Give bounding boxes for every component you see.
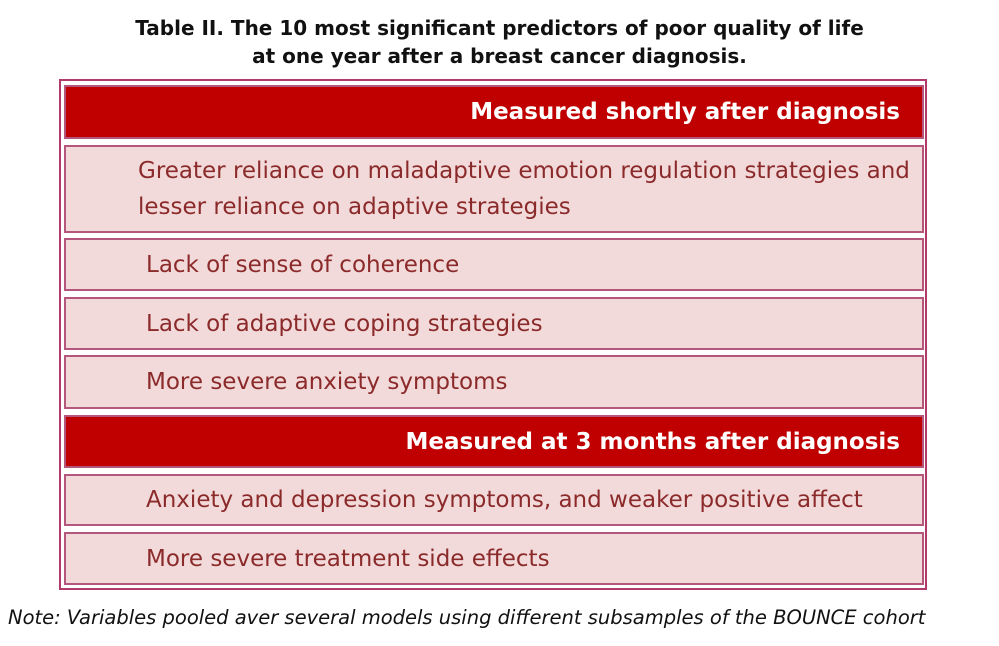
predictor-row-treatment-side-effects: More severe treatment side effects [64, 532, 924, 585]
predictor-label: Lack of sense of coherence [146, 251, 460, 278]
section-header-label: Measured at 3 months after diagnosis [405, 428, 900, 455]
predictor-row-anxiety-depression-affect: Anxiety and depression symptoms, and wea… [64, 474, 924, 526]
predictor-label: Lack of adaptive coping strategies [146, 310, 543, 337]
predictor-label: Anxiety and depression symptoms, and wea… [146, 487, 863, 513]
predictor-row-emotion-regulation: Greater reliance on maladaptive emotion … [64, 145, 924, 233]
section-header-label: Measured shortly after diagnosis [470, 99, 900, 125]
table-title-line-2: at one year after a breast cancer diagno… [252, 44, 747, 68]
section-header-shortly-after-diagnosis: Measured shortly after diagnosis [64, 85, 924, 139]
section-header-3-months-after-diagnosis: Measured at 3 months after diagnosis [64, 415, 924, 468]
table-title: Table II. The 10 most significant predic… [0, 14, 999, 70]
table-title-line-1: Table II. The 10 most significant predic… [135, 16, 864, 40]
predictor-row-sense-of-coherence: Lack of sense of coherence [64, 238, 924, 291]
predictor-label: More severe treatment side effects [146, 545, 550, 572]
table-note: Note: Variables pooled aver several mode… [8, 606, 926, 629]
predictor-row-anxiety-symptoms: More severe anxiety symptoms [64, 355, 924, 409]
predictor-row-coping-strategies: Lack of adaptive coping strategies [64, 297, 924, 350]
predictor-label: More severe anxiety symptoms [146, 369, 508, 395]
predictor-label: Greater reliance on maladaptive emotion … [138, 158, 910, 220]
